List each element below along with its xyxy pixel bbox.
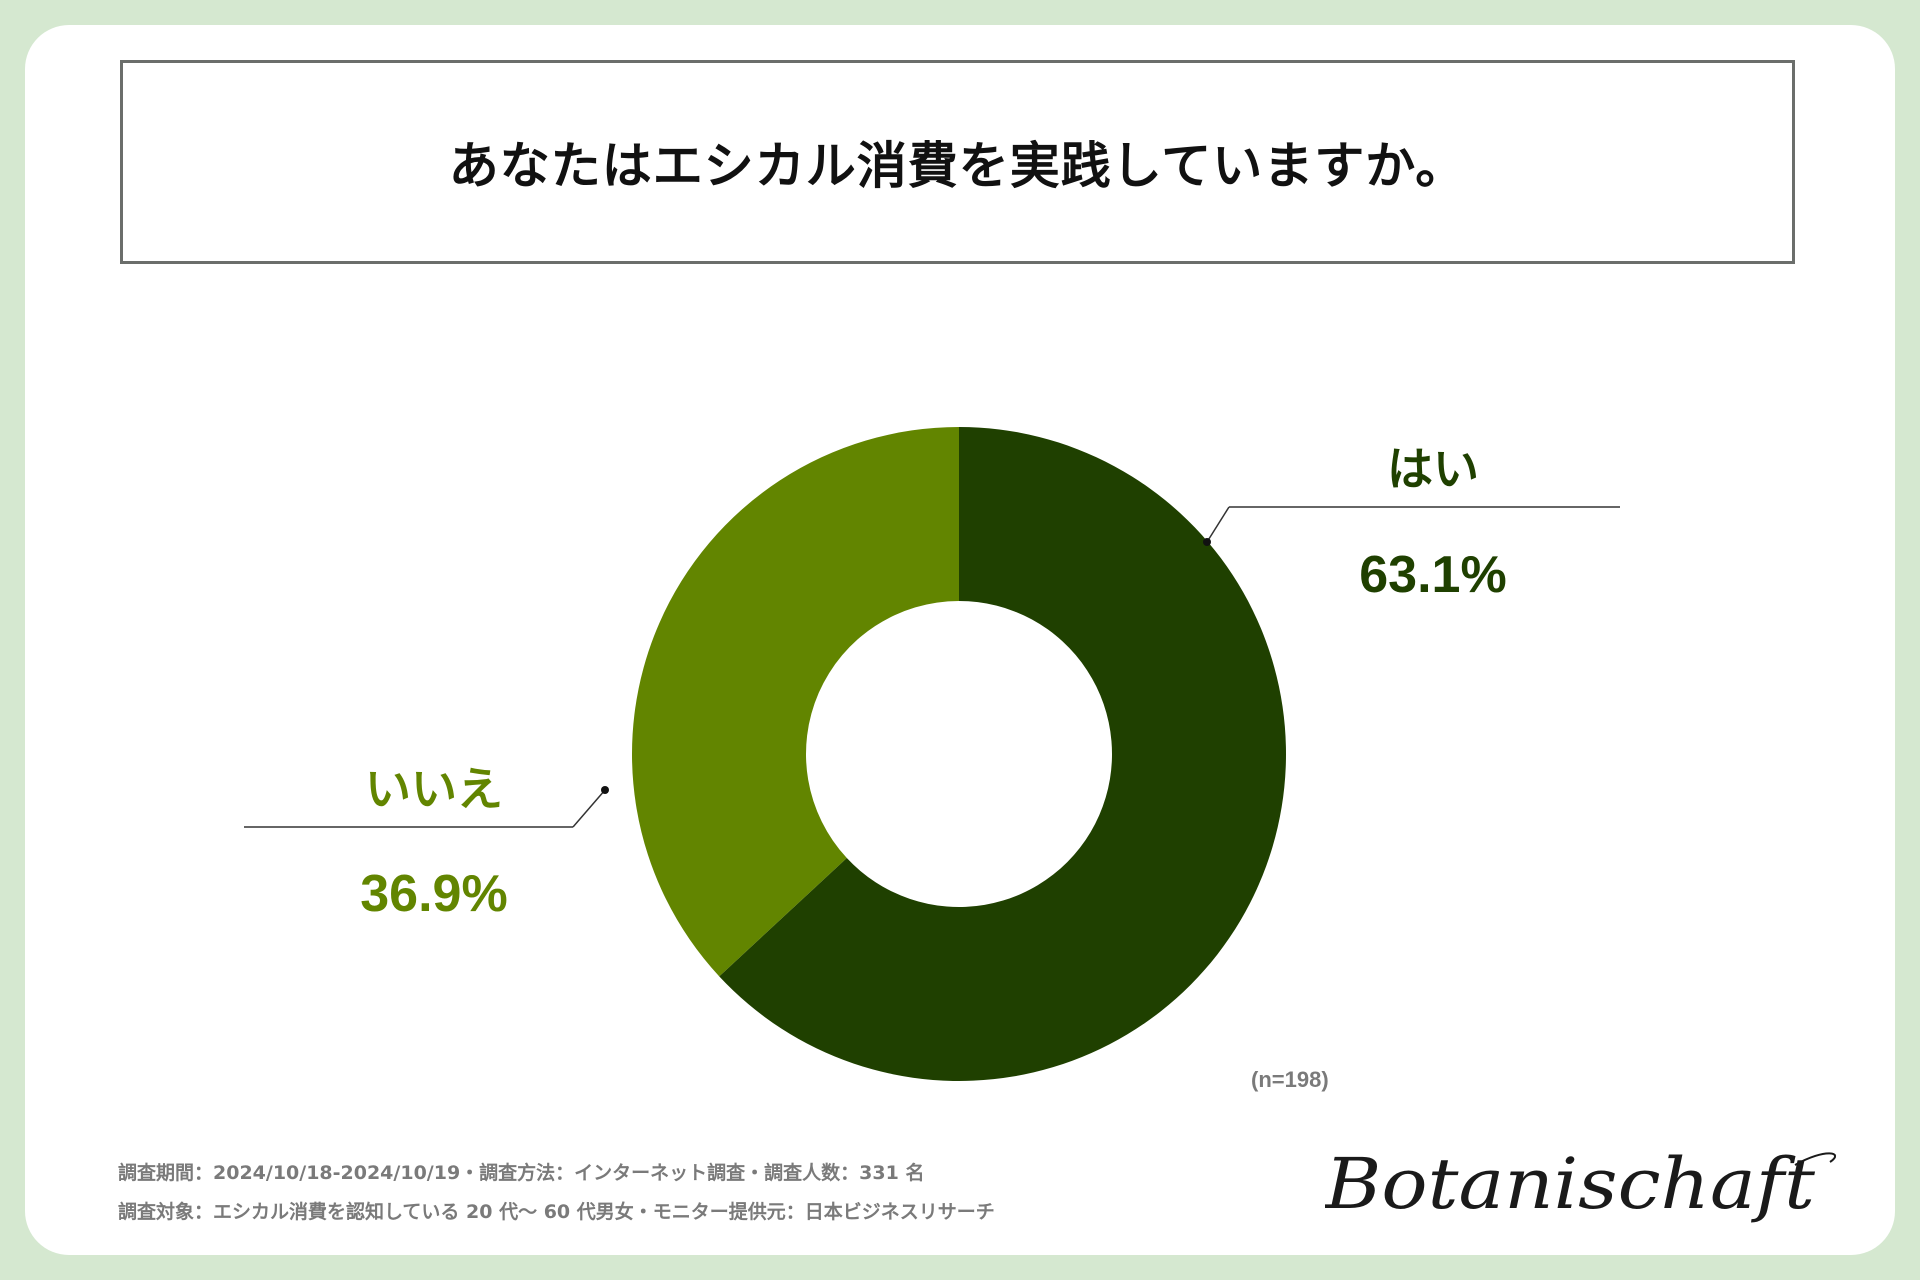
leader-line-yes-diag: [1206, 506, 1230, 543]
slice-label-no: いいえ: [365, 762, 503, 816]
card: あなたはエシカル消費を実践していますか。 はい 63.1% いいえ 36.9% …: [25, 25, 1895, 1255]
donut-slice-no: [632, 427, 959, 977]
leader-line-no-diag: [572, 789, 606, 828]
footer-survey-info: 調査期間：2024/10/18-2024/10/19・調査方法：インターネット調…: [118, 1162, 925, 1184]
chart-title: あなたはエシカル消費を実践していますか。: [448, 137, 1467, 195]
slice-label-yes: はい: [1387, 442, 1479, 496]
slice-value-yes: 63.1%: [1359, 546, 1506, 604]
title-box: あなたはエシカル消費を実践していますか。: [120, 60, 1795, 264]
brand-logo-text: Botanischaft: [1325, 1143, 1816, 1225]
leader-dot-yes: [1203, 538, 1211, 546]
slice-value-no: 36.9%: [360, 865, 507, 923]
leader-dot-no: [601, 786, 609, 794]
donut-chart: はい 63.1% いいえ 36.9%: [244, 427, 1620, 1081]
brand-logo: Botanischaft: [1325, 1143, 1837, 1225]
donut-slice-yes: [719, 427, 1287, 1081]
footer-survey-target: 調査対象：エシカル消費を認知している 20 代〜 60 代男女・モニター提供元：…: [118, 1201, 995, 1223]
sample-size: (n=198): [1251, 1067, 1329, 1092]
